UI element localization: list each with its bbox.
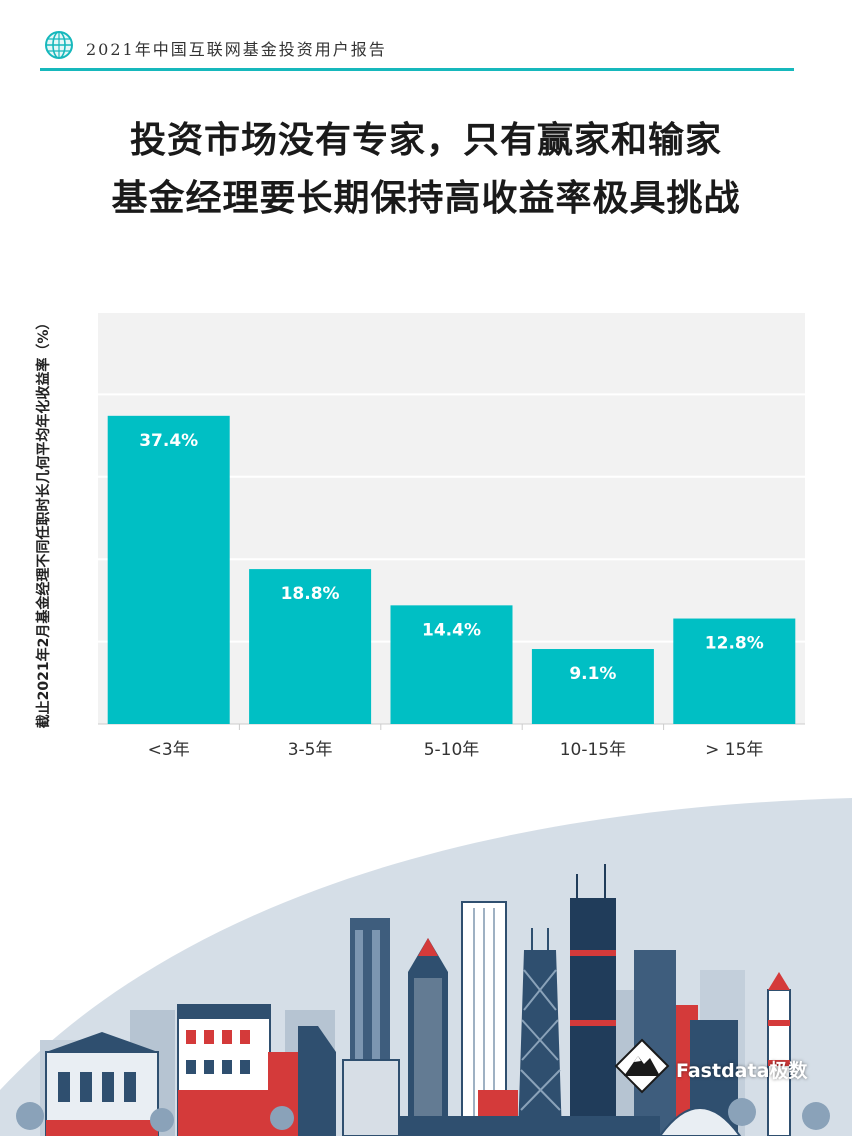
- bar: [390, 605, 513, 724]
- bar-value-label: 9.1%: [569, 664, 616, 684]
- bar-value-label: 37.4%: [139, 431, 198, 451]
- bar-value-label: 12.8%: [705, 634, 764, 654]
- bar-value-label: 18.8%: [281, 584, 340, 604]
- page-title-line-1: 投资市场没有专家，只有赢家和输家: [129, 120, 722, 161]
- header-divider: [40, 68, 794, 71]
- classic-building-left: [45, 1032, 159, 1136]
- x-tick-label: 10-15年: [560, 740, 626, 760]
- globe-icon: [45, 31, 73, 59]
- x-tick-label: 5-10年: [424, 740, 480, 760]
- x-tick-label: 3-5年: [288, 740, 333, 760]
- bar-value-label: 14.4%: [422, 620, 481, 640]
- ornate-building: [177, 1004, 271, 1136]
- report-title: 2021年中国互联网基金投资用户报告: [86, 40, 387, 59]
- page-title: 投资市场没有专家，只有赢家和输家 基金经理要长期保持高收益率极具挑战: [0, 112, 852, 228]
- bar: [107, 415, 230, 724]
- mountain-logo-icon: [614, 1038, 670, 1094]
- x-tick-label: <3年: [148, 740, 190, 760]
- bar-chart: 37.4% <3年 18.8% 3-5年 14.4% 5-10年 9.1% 10-15年 12.…: [98, 311, 805, 760]
- brand-name: Fastdata极数: [676, 1060, 808, 1082]
- page-title-line-2: 基金经理要长期保持高收益率极具挑战: [111, 178, 741, 219]
- bar: [673, 618, 796, 724]
- report-header: 2021年中国互联网基金投资用户报告: [0, 0, 852, 72]
- city-skyline-illustration: [0, 798, 852, 1136]
- x-tick-label: > 15年: [705, 740, 763, 760]
- bar: [249, 569, 372, 724]
- x-braced-tower: [518, 928, 562, 1136]
- lighthouse-tower: [767, 972, 791, 1136]
- brand-watermark: Fastdata极数: [614, 1038, 824, 1098]
- stepped-tower: [570, 864, 616, 1136]
- bar: [531, 649, 654, 724]
- pointed-tower: [408, 938, 448, 1136]
